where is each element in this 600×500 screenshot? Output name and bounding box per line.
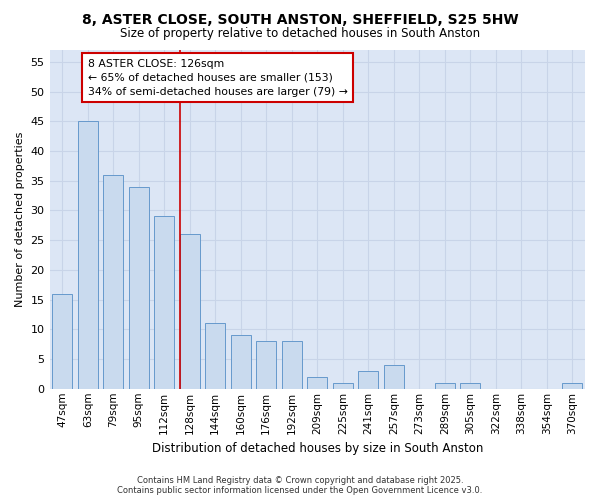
Bar [562,383,583,389]
Bar [103,175,124,389]
Bar [358,371,379,389]
Bar [256,341,277,389]
Bar [332,383,353,389]
Bar [460,383,481,389]
Bar [383,365,404,389]
Y-axis label: Number of detached properties: Number of detached properties [15,132,25,307]
Text: 8, ASTER CLOSE, SOUTH ANSTON, SHEFFIELD, S25 5HW: 8, ASTER CLOSE, SOUTH ANSTON, SHEFFIELD,… [82,12,518,26]
Bar [77,122,98,389]
Bar [179,234,200,389]
Bar [128,186,149,389]
Bar [281,341,302,389]
Bar [205,324,226,389]
Bar [52,294,73,389]
Text: 8 ASTER CLOSE: 126sqm
← 65% of detached houses are smaller (153)
34% of semi-det: 8 ASTER CLOSE: 126sqm ← 65% of detached … [88,59,347,97]
Text: Size of property relative to detached houses in South Anston: Size of property relative to detached ho… [120,28,480,40]
Bar [434,383,455,389]
Bar [307,377,328,389]
Text: Contains HM Land Registry data © Crown copyright and database right 2025.
Contai: Contains HM Land Registry data © Crown c… [118,476,482,495]
Bar [230,336,251,389]
X-axis label: Distribution of detached houses by size in South Anston: Distribution of detached houses by size … [152,442,483,455]
Bar [154,216,175,389]
